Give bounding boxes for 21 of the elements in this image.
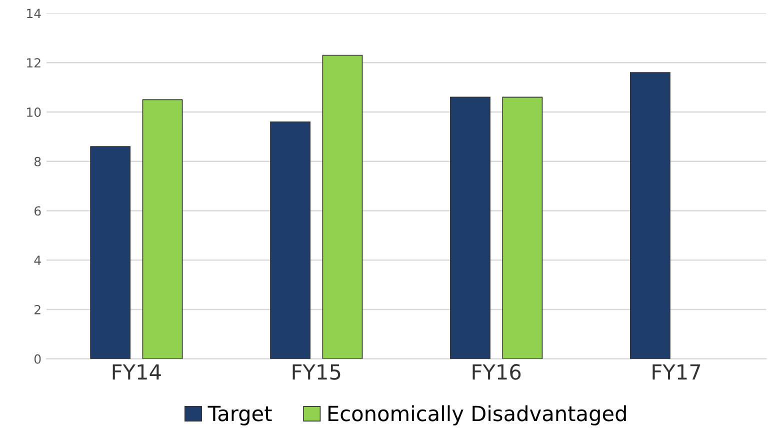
bar [322, 54, 363, 359]
bar [270, 121, 310, 359]
legend-label: Target [208, 406, 272, 426]
x-tick-label: FY16 [472, 364, 521, 380]
y-tick-label: 14 [27, 8, 41, 18]
y-tick-label: 12 [27, 58, 40, 68]
x-tick-label: FY14 [112, 364, 161, 380]
legend-label: Economically Disadvantaged [328, 405, 626, 426]
y-tick-label: 4 [34, 256, 41, 265]
y-tick-label: 8 [34, 156, 41, 166]
y-tick-label: 0 [34, 354, 41, 364]
bar [90, 146, 131, 359]
x-tick-label: FY15 [292, 364, 340, 380]
bar [450, 96, 490, 359]
y-tick-label: 6 [34, 206, 41, 216]
bar [502, 96, 543, 359]
x-tick-label: FY17 [652, 364, 700, 380]
y-tick-label: 10 [27, 107, 41, 117]
bar [630, 72, 670, 359]
y-tick-label: 2 [34, 304, 40, 314]
bar [142, 99, 183, 359]
